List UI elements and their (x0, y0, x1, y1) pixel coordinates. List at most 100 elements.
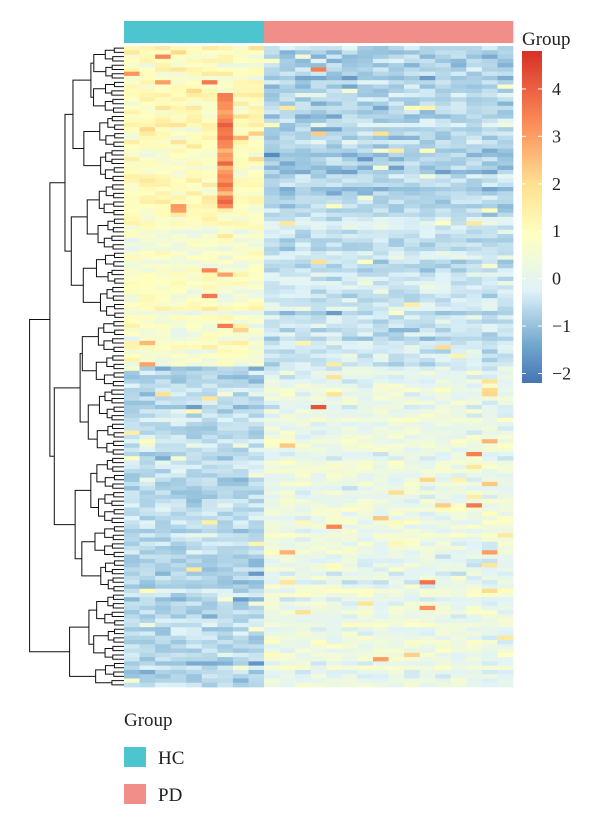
heatmap-cell (264, 537, 280, 543)
heatmap-cell (217, 182, 234, 188)
heatmap-cell (357, 631, 374, 637)
heatmap-cell (124, 404, 140, 410)
heatmap-cell (357, 234, 374, 239)
heatmap-cell (372, 161, 389, 167)
heatmap-cell (450, 404, 467, 410)
heatmap-cell (248, 464, 265, 470)
heatmap-cell (295, 234, 312, 239)
heatmap-cell (232, 263, 249, 269)
heatmap-cell (124, 674, 140, 679)
heatmap-cell (435, 610, 452, 615)
heatmap-cell (466, 481, 483, 487)
heatmap-cell (435, 362, 452, 367)
heatmap-cell (326, 498, 343, 504)
heatmap-cell (466, 392, 483, 397)
heatmap-cell (419, 584, 436, 590)
heatmap-cell (279, 516, 296, 521)
heatmap-cell (124, 618, 140, 624)
heatmap-cell (372, 157, 389, 162)
heatmap-cell (388, 144, 405, 149)
heatmap-cell (139, 469, 156, 474)
heatmap-cell (232, 204, 249, 209)
dendrogram-branch (113, 218, 124, 224)
heatmap-cell (295, 443, 312, 449)
heatmap-cell (497, 618, 514, 624)
heatmap-cell (497, 298, 514, 303)
heatmap-cell (139, 550, 156, 555)
annotation-pd (264, 21, 514, 43)
heatmap-cell (481, 383, 498, 389)
heatmap-cell (139, 127, 156, 132)
heatmap-cell (341, 212, 358, 218)
heatmap-cell (124, 315, 140, 320)
heatmap-cell (232, 567, 249, 573)
heatmap-cell (139, 336, 156, 342)
heatmap-cell (186, 644, 203, 649)
heatmap-cell (466, 221, 483, 226)
heatmap-cell (264, 182, 280, 188)
heatmap-cell (466, 319, 483, 325)
heatmap-cell (341, 238, 358, 243)
heatmap-cell (217, 537, 234, 543)
heatmap-cell (341, 285, 358, 290)
heatmap-cell (170, 127, 187, 132)
heatmap-cell (217, 409, 234, 414)
heatmap-cell (466, 469, 483, 474)
heatmap-cell (279, 383, 296, 389)
heatmap-cell (326, 88, 343, 94)
heatmap-cell (139, 430, 156, 436)
heatmap-cell (248, 451, 265, 457)
heatmap-cell (279, 135, 296, 141)
heatmap-cell (466, 135, 483, 141)
heatmap-cell (372, 375, 389, 380)
heatmap-cell (372, 118, 389, 124)
heatmap-cell (264, 302, 280, 308)
heatmap-cell (155, 242, 172, 248)
heatmap-cell (232, 520, 249, 526)
heatmap-cell (139, 362, 156, 367)
heatmap-cell (217, 541, 234, 547)
heatmap-cell (264, 669, 280, 675)
heatmap-cell (466, 63, 483, 68)
heatmap-cell (170, 648, 187, 654)
heatmap-cell (264, 345, 280, 350)
heatmap-cell (295, 357, 312, 363)
heatmap-cell (217, 648, 234, 654)
heatmap-cell (497, 105, 514, 111)
heatmap-cell (186, 221, 203, 226)
heatmap-cell (326, 169, 343, 175)
heatmap-cell (248, 383, 265, 389)
heatmap-cell (450, 165, 467, 171)
heatmap-cell (124, 652, 140, 658)
heatmap-cell (295, 460, 312, 466)
heatmap-cell (186, 131, 203, 137)
dendrogram-branch (104, 545, 115, 556)
heatmap-cell (232, 216, 249, 222)
heatmap-cell (450, 161, 467, 167)
heatmap-cell (248, 404, 265, 410)
heatmap-cell (372, 319, 389, 325)
heatmap-cell (388, 157, 405, 162)
heatmap-cell (295, 422, 312, 427)
heatmap-cell (217, 639, 234, 645)
heatmap-cell (186, 191, 203, 196)
heatmap-cell (295, 426, 312, 431)
heatmap-cell (217, 426, 234, 431)
heatmap-cell (326, 315, 343, 320)
heatmap-cell (341, 657, 358, 662)
heatmap-cell (481, 54, 498, 60)
heatmap-cell (232, 315, 249, 320)
heatmap-cell (372, 122, 389, 128)
heatmap-cell (248, 345, 265, 350)
heatmap-cell (372, 148, 389, 154)
heatmap-cell (264, 520, 280, 526)
heatmap-cell (186, 635, 203, 641)
heatmap-cell (232, 225, 249, 231)
heatmap-cell (481, 255, 498, 261)
heatmap-cell (279, 353, 296, 359)
heatmap-cell (279, 50, 296, 55)
heatmap-cell (341, 661, 358, 667)
heatmap-cell (481, 84, 498, 90)
heatmap-cell (419, 430, 436, 436)
heatmap-cell (232, 131, 249, 137)
